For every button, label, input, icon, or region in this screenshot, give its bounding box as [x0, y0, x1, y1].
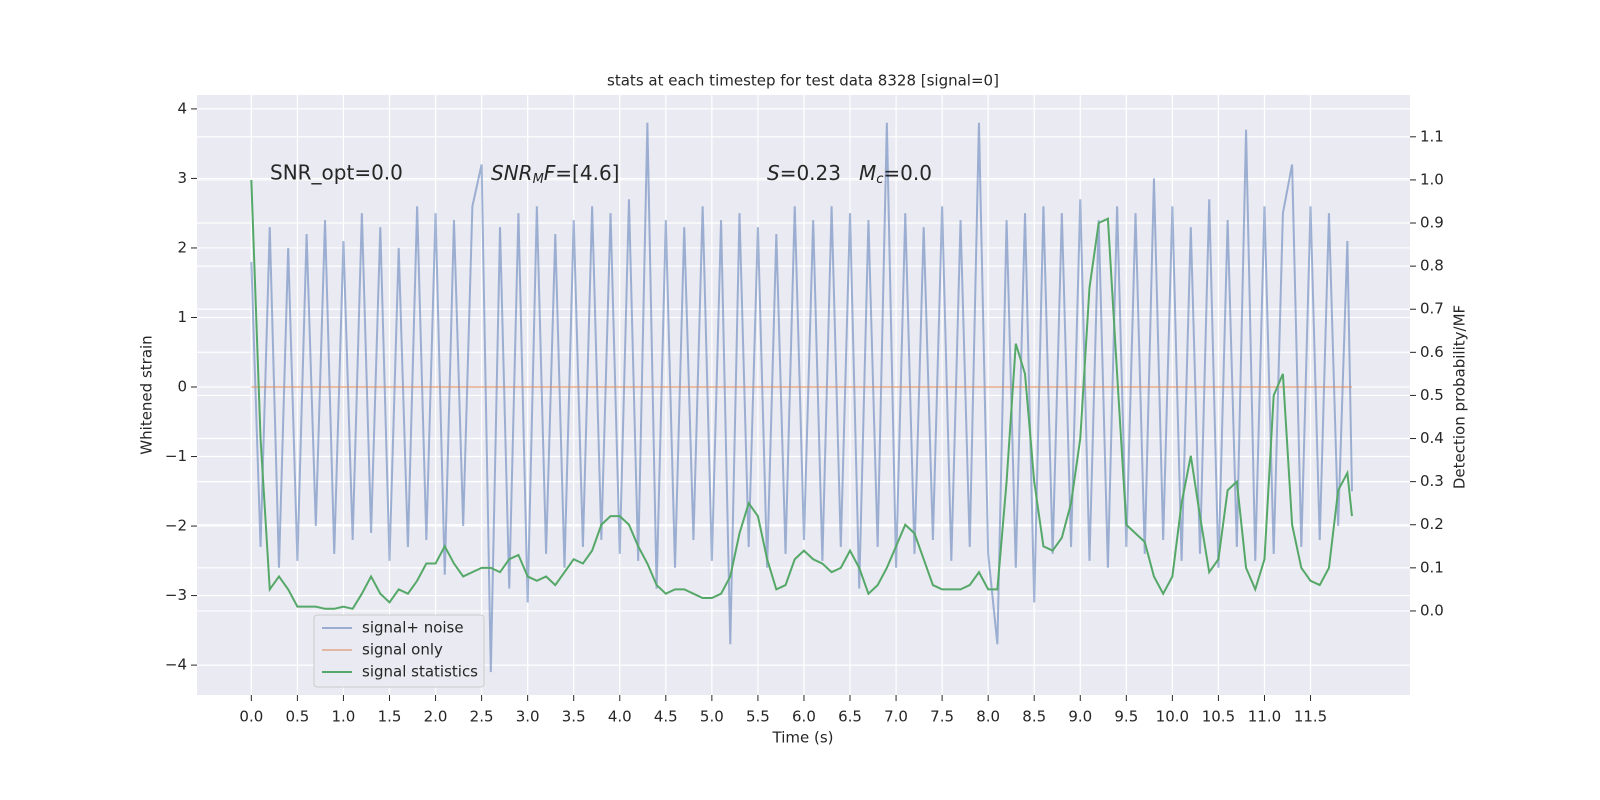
y-tick-label: 1: [177, 308, 187, 326]
x-tick-label: 5.0: [700, 708, 724, 726]
x-tick-label: 6.5: [838, 708, 862, 726]
x-tick-label: 2.0: [424, 708, 448, 726]
y2-tick-label: 1.0: [1420, 170, 1444, 188]
x-tick-label: 8.5: [1022, 708, 1046, 726]
y-tick-label: −4: [165, 656, 187, 674]
annotation: S=0.23: [767, 161, 841, 185]
y2-tick-label: 0.0: [1420, 601, 1444, 619]
y-tick-label: 2: [177, 238, 187, 256]
y2-tick-label: 0.9: [1420, 214, 1444, 232]
series-line: [250, 122, 1353, 673]
legend: signal+ noise signal only signal statistic…: [313, 614, 485, 688]
y-tick-label: −2: [165, 517, 187, 535]
legend-label: signal only: [362, 641, 443, 659]
annotation: Mc=0.0: [859, 161, 932, 187]
x-tick-label: 3.0: [516, 708, 540, 726]
y2-tick-label: 0.1: [1420, 558, 1444, 576]
y2-tick-label: 1.1: [1420, 127, 1444, 145]
x-tick-label: 10.5: [1202, 708, 1235, 726]
y2-axis-label: Detection probability/MF: [1451, 305, 1469, 489]
x-tick-label: 10.0: [1156, 708, 1189, 726]
y-tick-label: 0: [177, 378, 187, 396]
x-tick-label: 0.0: [239, 708, 263, 726]
x-tick-label: 4.5: [654, 708, 678, 726]
legend-label: signal statistics: [362, 663, 478, 681]
x-tick-label: 11.5: [1294, 708, 1327, 726]
x-tick-label: 6.0: [792, 708, 816, 726]
chart-title: stats at each timestep for test data 832…: [607, 72, 999, 90]
x-tick-label: 0.5: [285, 708, 309, 726]
marks: [250, 122, 1353, 673]
x-tick-label: 9.5: [1114, 708, 1138, 726]
x-tick-label: 8.0: [976, 708, 1000, 726]
y2-tick-label: 0.3: [1420, 472, 1444, 490]
y2-tick-label: 0.5: [1420, 386, 1444, 404]
x-tick-label: 11.0: [1248, 708, 1281, 726]
y2-tick-label: 0.4: [1420, 429, 1444, 447]
y-tick-label: −1: [165, 447, 187, 465]
annotation: SNR_opt=0.0: [270, 161, 403, 185]
x-tick-label: 7.0: [884, 708, 908, 726]
y2-tick-label: 0.7: [1420, 300, 1444, 318]
y2-tick-label: 0.2: [1420, 515, 1444, 533]
x-tick-label: 9.0: [1068, 708, 1092, 726]
legend-box: [313, 614, 485, 688]
y-tick-label: 4: [177, 99, 187, 117]
annotation: SNRMF=[4.6]: [491, 161, 619, 187]
y-axis-label: Whitened strain: [138, 335, 156, 454]
x-tick-label: 2.5: [470, 708, 494, 726]
x-tick-label: 4.0: [608, 708, 632, 726]
y-tick-label: −3: [165, 586, 187, 604]
x-axis-label: Time (s): [772, 729, 834, 747]
series-line: [250, 179, 1353, 610]
x-tick-label: 1.5: [378, 708, 402, 726]
y-tick-label: 3: [177, 169, 187, 187]
legend-label: signal+ noise: [362, 619, 464, 637]
y2-tick-label: 0.6: [1420, 343, 1444, 361]
x-tick-label: 7.5: [930, 708, 954, 726]
y2-tick-label: 0.8: [1420, 257, 1444, 275]
x-tick-label: 1.0: [332, 708, 356, 726]
x-tick-label: 3.5: [562, 708, 586, 726]
x-tick-label: 5.5: [746, 708, 770, 726]
